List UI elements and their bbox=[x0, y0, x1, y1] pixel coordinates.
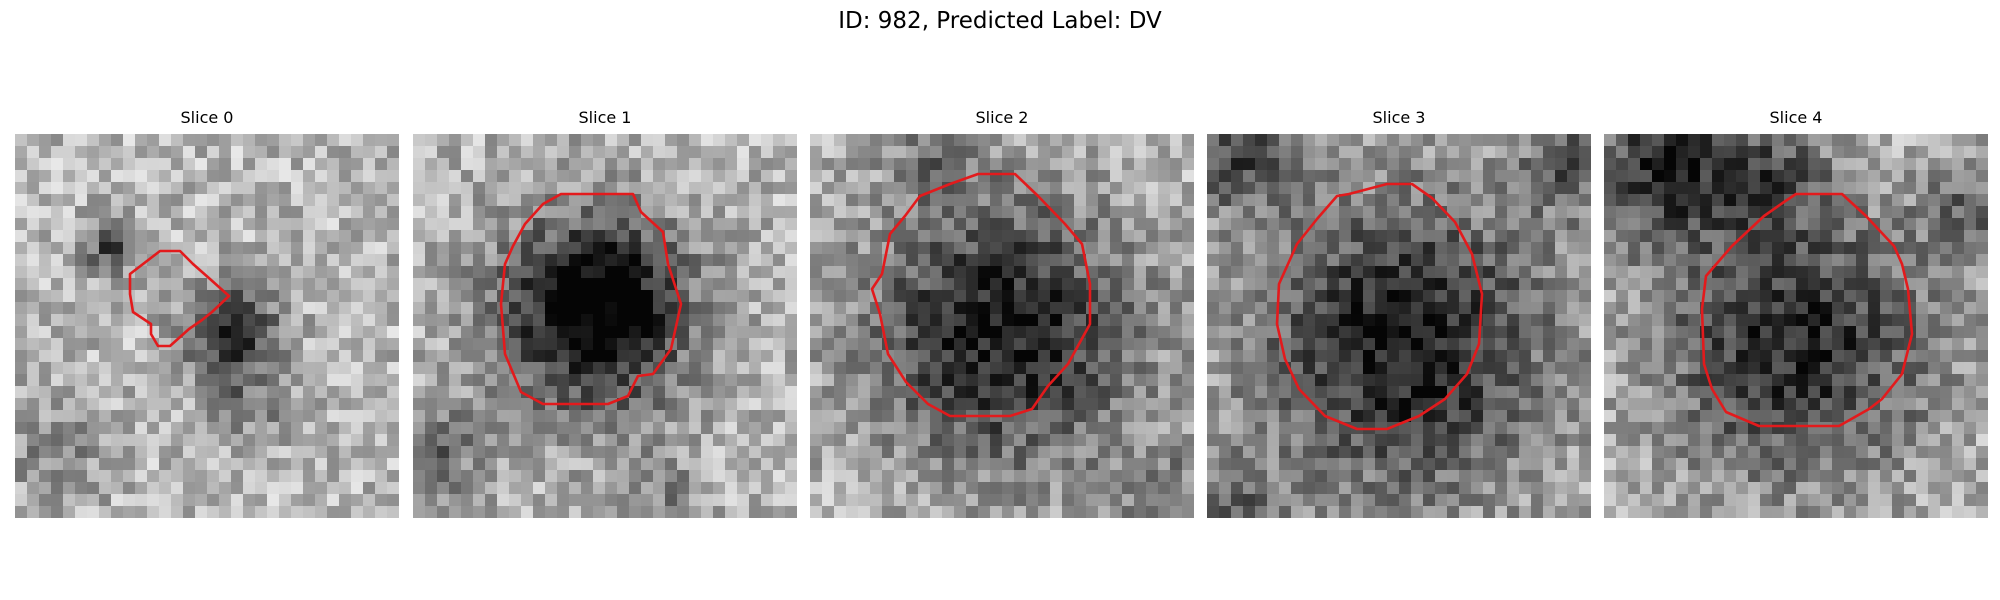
slice-title: Slice 2 bbox=[975, 108, 1029, 127]
slice-title: Slice 1 bbox=[578, 108, 632, 127]
segmentation-contour bbox=[870, 172, 1092, 418]
segmentation-contour bbox=[128, 249, 231, 348]
figure-title: ID: 982, Predicted Label: DV bbox=[838, 8, 1162, 34]
slice-image-4 bbox=[1604, 134, 1988, 518]
segmentation-contour bbox=[1275, 182, 1484, 431]
slice-image-2 bbox=[810, 134, 1194, 518]
segmentation-contour bbox=[1700, 192, 1914, 428]
segmentation-contour bbox=[499, 192, 683, 406]
slice-image-3 bbox=[1207, 134, 1591, 518]
slice-title: Slice 3 bbox=[1372, 108, 1426, 127]
slice-title: Slice 4 bbox=[1769, 108, 1823, 127]
slice-image-0 bbox=[15, 134, 399, 518]
slice-image-1 bbox=[413, 134, 797, 518]
slice-title: Slice 0 bbox=[180, 108, 234, 127]
